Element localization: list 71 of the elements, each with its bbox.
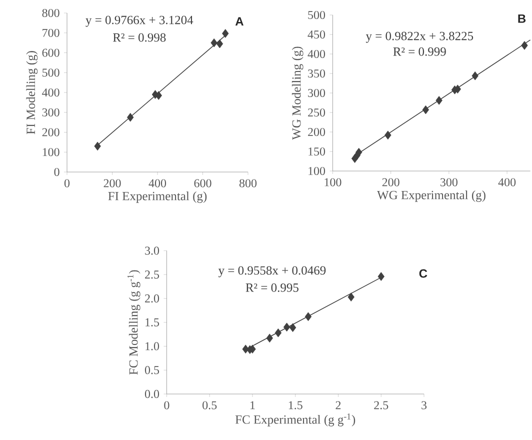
y-tick-label: 100 bbox=[42, 148, 60, 156]
y-tick-label: 300 bbox=[42, 108, 60, 116]
y-axis-title: FI Modelling (g) bbox=[26, 51, 38, 134]
annotation: A bbox=[235, 17, 244, 26]
point bbox=[384, 130, 392, 140]
y-tick-label: 250 bbox=[308, 108, 326, 117]
y-tick-label: 350 bbox=[308, 69, 326, 78]
y-tick-label: 3.0 bbox=[145, 246, 160, 255]
x-tick-label: 0.5 bbox=[202, 401, 217, 410]
y-tick-label: 0.5 bbox=[144, 366, 160, 374]
y-tick-label: 150 bbox=[308, 147, 326, 156]
point bbox=[304, 312, 312, 322]
y-tick-label: 0 bbox=[54, 168, 60, 176]
x-tick-label: 300 bbox=[440, 178, 458, 186]
x-tick-label: 0 bbox=[164, 401, 170, 410]
point bbox=[222, 29, 229, 38]
annotation: R² = 0.999 bbox=[393, 47, 446, 56]
x-tick-label: 100 bbox=[324, 178, 342, 186]
x-axis-title: WG Experimental (g) bbox=[377, 190, 486, 202]
x-tick-label: 400 bbox=[498, 178, 516, 186]
y-tick-label: 400 bbox=[42, 88, 60, 97]
annotation: R² = 0.995 bbox=[246, 283, 298, 292]
point bbox=[472, 71, 478, 80]
y-tick-label: 2.0 bbox=[145, 294, 160, 303]
x-tick-label: 2 bbox=[336, 401, 341, 410]
y-tick-label: 500 bbox=[308, 10, 326, 20]
point bbox=[210, 38, 218, 48]
y-axis-title: WG Modelling (g) bbox=[292, 46, 304, 140]
y-tick-label: 600 bbox=[42, 48, 60, 57]
point bbox=[216, 39, 224, 48]
x-tick-label: 1 bbox=[250, 401, 255, 410]
y-tick-label: 0.0 bbox=[144, 390, 160, 398]
y-tick-label: 2.5 bbox=[145, 270, 160, 279]
point bbox=[283, 322, 290, 332]
x-tick-label: 600 bbox=[194, 179, 212, 188]
y-axis-title: FC Modelling (g g$^{-1}$) bbox=[127, 270, 140, 375]
point bbox=[422, 105, 430, 114]
y-tick-label: 200 bbox=[42, 128, 60, 136]
y-tick-label: 200 bbox=[308, 128, 326, 136]
y-tick-label: 1.0 bbox=[146, 342, 160, 350]
point bbox=[274, 328, 282, 338]
annotation: B bbox=[518, 14, 526, 23]
x-tick-label: 2.5 bbox=[374, 401, 388, 410]
x-tick-label: 200 bbox=[104, 179, 121, 188]
y-tick-label: 500 bbox=[42, 68, 60, 77]
x-tick-label: 0 bbox=[64, 179, 70, 188]
point bbox=[348, 292, 354, 302]
annotation: R² = 0.998 bbox=[113, 33, 166, 42]
y-tick-label: 300 bbox=[308, 88, 326, 98]
point bbox=[127, 112, 134, 122]
x-tick-label: 200 bbox=[382, 178, 400, 186]
x-axis-title: FI Experimental (g) bbox=[108, 191, 207, 203]
y-tick-label: 800 bbox=[42, 8, 60, 18]
y-tick-label: 400 bbox=[308, 50, 326, 58]
y-tick-label: 1.5 bbox=[146, 318, 160, 326]
point bbox=[436, 96, 442, 105]
annotation: C bbox=[419, 269, 428, 278]
x-axis-title: FC Experimental (g g$^{-1}$) bbox=[235, 414, 356, 426]
y-tick-label: 100 bbox=[308, 166, 326, 176]
y-tick-label: 700 bbox=[42, 28, 60, 37]
x-tick-label: 1.5 bbox=[288, 401, 302, 410]
y-tick-label: 450 bbox=[308, 30, 326, 39]
x-tick-label: 800 bbox=[239, 179, 257, 188]
point bbox=[378, 272, 384, 281]
point bbox=[289, 323, 296, 332]
x-tick-label: 3 bbox=[422, 401, 427, 410]
annotation: y = 0.9766x + 3.1204 bbox=[86, 16, 194, 27]
annotation: y = 0.9558x + 0.0469 bbox=[218, 266, 326, 278]
point bbox=[266, 334, 273, 343]
point bbox=[94, 142, 101, 151]
annotation: y = 0.9822x + 3.8225 bbox=[366, 32, 474, 43]
